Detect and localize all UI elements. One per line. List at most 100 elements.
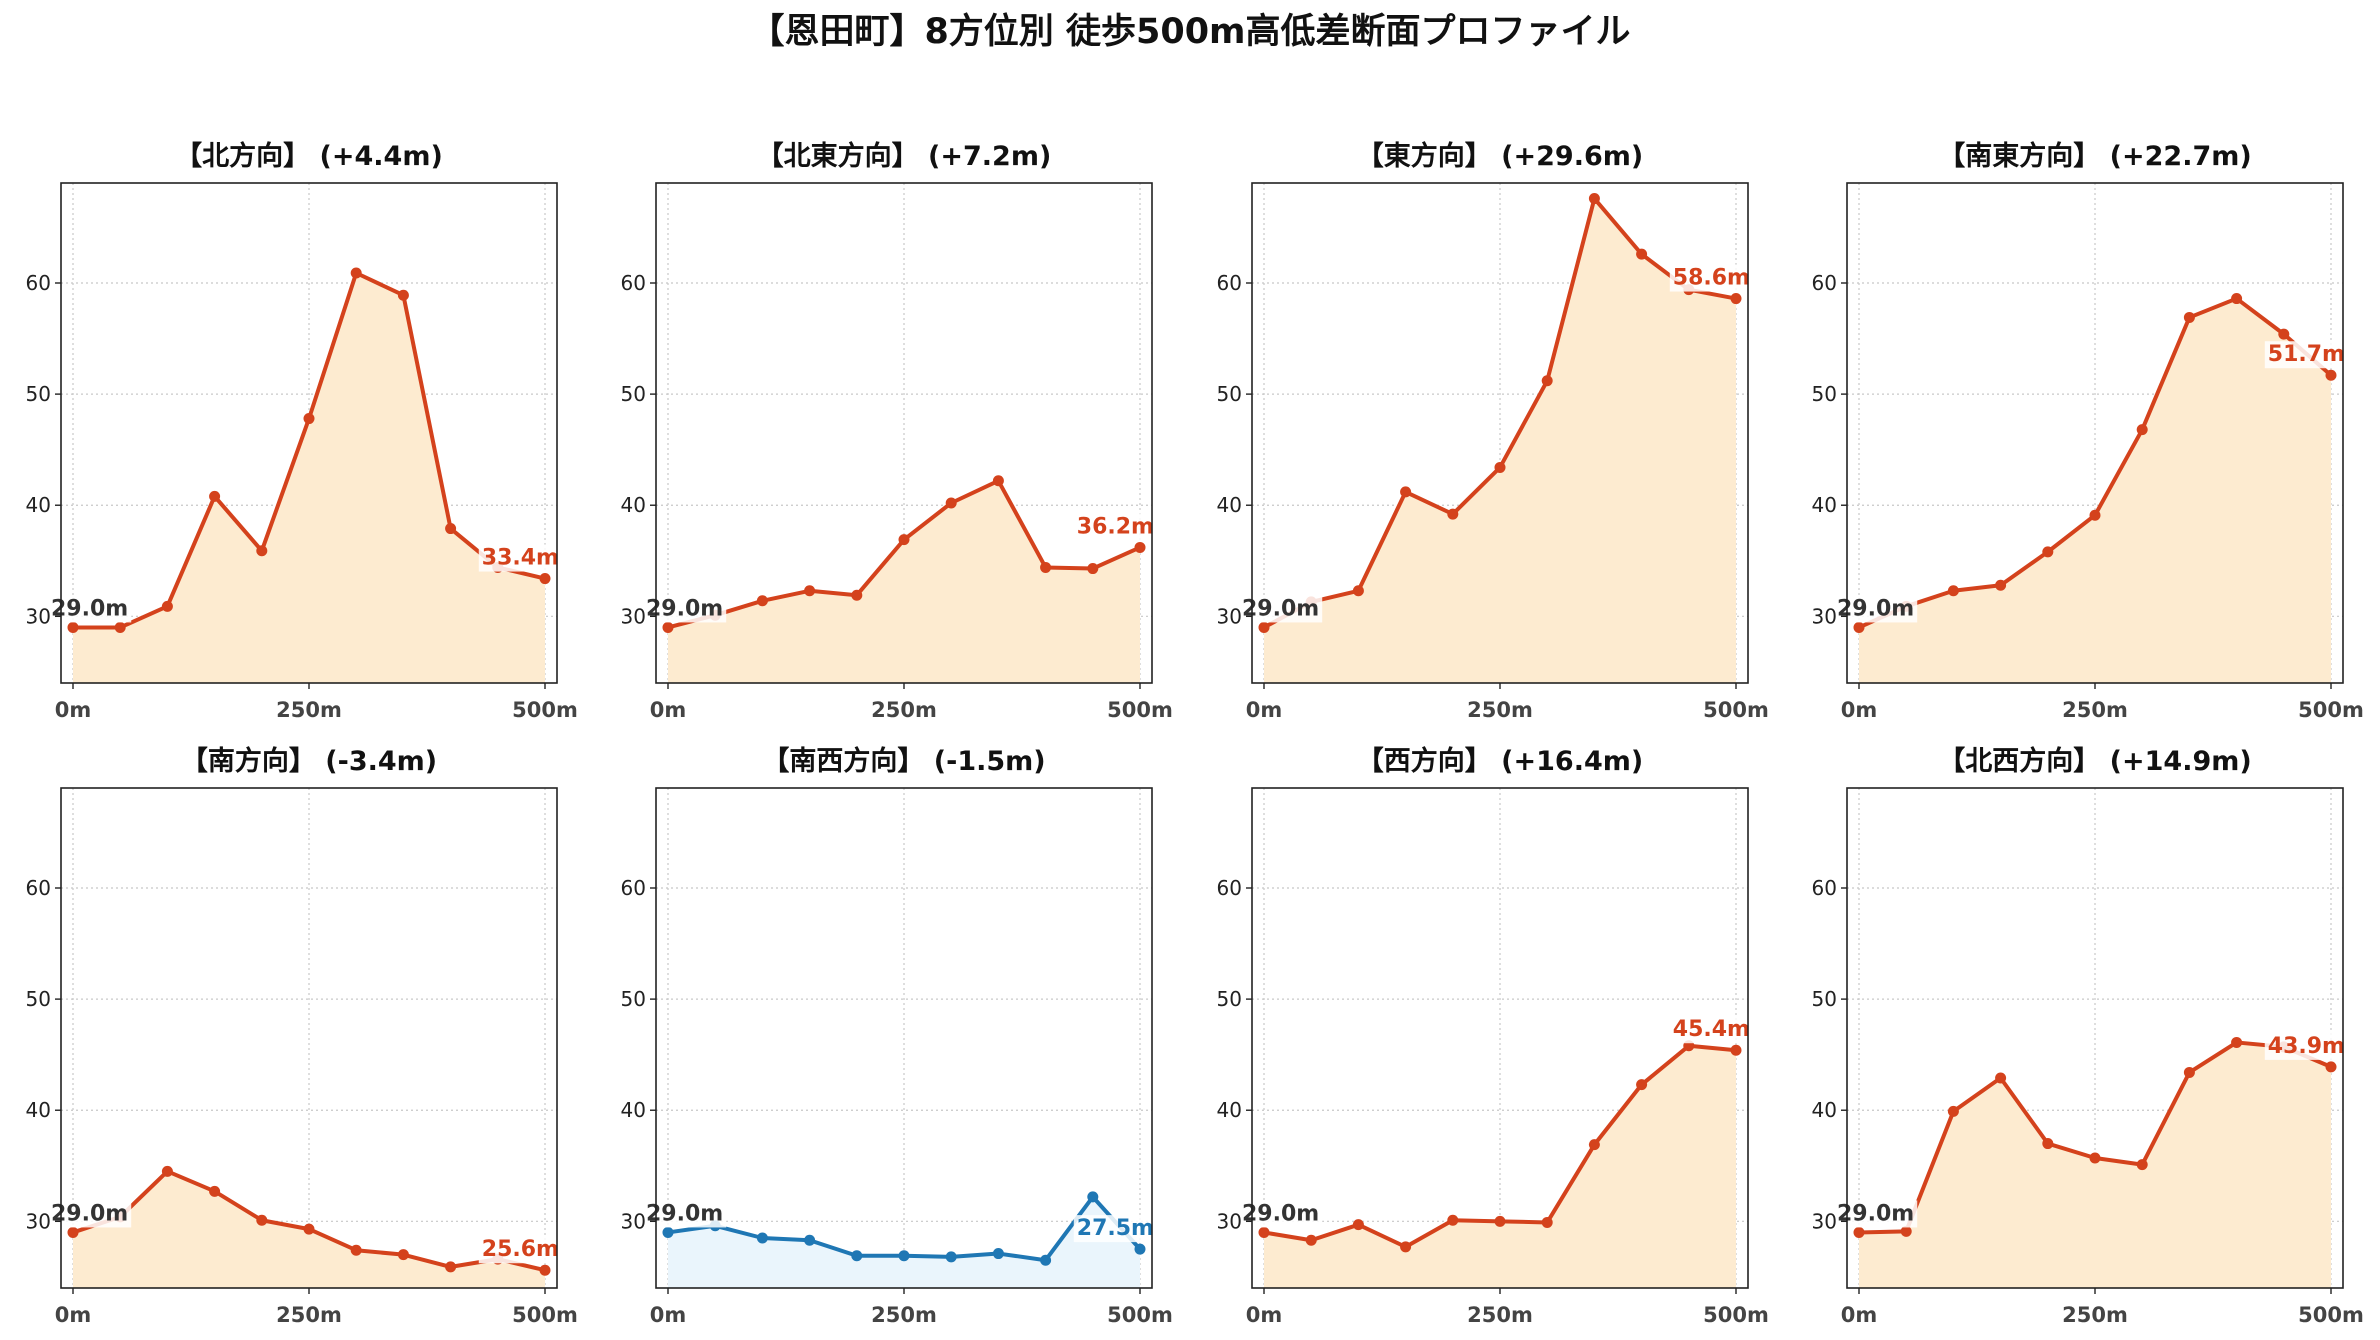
data-point (350, 1244, 362, 1256)
data-point (1636, 248, 1648, 260)
label-background (1834, 595, 1918, 623)
data-point (2042, 1138, 2054, 1150)
label-background (1239, 595, 1323, 623)
data-point (445, 523, 457, 535)
data-point (397, 289, 409, 301)
subplot-grid: 【北方向】 (+4.4m) 29.0m 33.4m 30 40 50 60 0m 250m 500… (26, 140, 2364, 1327)
x-tick-label: 500m (1107, 698, 1173, 722)
end-elevation-label: 45.4m (1673, 1017, 1750, 1042)
panel-1: 【北方向】 (+4.4m) 29.0m 33.4m 30 40 50 60 0m 250m 500… (26, 140, 578, 722)
x-tick-label: 500m (512, 1303, 578, 1327)
data-point (1853, 1226, 1865, 1238)
panel-8: 【北西方向】 (+14.9m) 29.0m 43.9m 30 40 50 60 0m 250m 5… (1812, 745, 2364, 1327)
panel-title: 【北方向】 (+4.4m) (175, 140, 443, 172)
end-elevation-label: 33.4m (482, 546, 559, 571)
data-point (1900, 1225, 1912, 1237)
label-background (1834, 1200, 1918, 1228)
data-point (2183, 311, 2195, 323)
x-tick-label: 500m (1107, 1303, 1173, 1327)
area-fill (1859, 298, 2331, 683)
x-tick-label: 250m (276, 698, 342, 722)
panel-title: 【東方向】 (+29.6m) (1357, 140, 1643, 172)
x-tick-label: 250m (276, 1303, 342, 1327)
y-tick-label: 60 (26, 271, 51, 295)
data-point (1730, 293, 1742, 305)
y-tick-label: 50 (1812, 987, 1837, 1011)
data-point (397, 1249, 409, 1261)
label-background (1669, 264, 1753, 292)
data-point (1134, 1243, 1146, 1255)
y-tick-label: 40 (1217, 1098, 1242, 1122)
data-point (1305, 1234, 1317, 1246)
data-point (161, 600, 173, 612)
y-tick-label: 50 (26, 987, 51, 1011)
x-tick-label: 250m (871, 1303, 937, 1327)
x-tick-label: 250m (1467, 1303, 1533, 1327)
start-elevation-label: 29.0m (646, 1201, 723, 1226)
panel-3: 【東方向】 (+29.6m) 29.0m 58.6m 30 40 50 60 0m 250m 50… (1217, 140, 1769, 722)
data-point (1494, 461, 1506, 473)
data-point (1087, 563, 1099, 575)
label-background (643, 595, 727, 623)
end-elevation-label: 51.7m (2268, 342, 2345, 367)
data-point (898, 534, 910, 546)
y-tick-label: 60 (1217, 876, 1242, 900)
data-point (303, 413, 315, 425)
end-elevation-label: 58.6m (1673, 266, 1750, 291)
data-point (992, 475, 1004, 487)
data-point (67, 621, 79, 633)
y-tick-label: 30 (1812, 604, 1837, 628)
panel-title: 【南西方向】 (-1.5m) (762, 745, 1045, 777)
data-point (2231, 293, 2243, 305)
start-elevation-label: 29.0m (646, 596, 723, 621)
y-tick-label: 40 (1217, 493, 1242, 517)
y-tick-label: 60 (26, 876, 51, 900)
label-background (643, 1200, 727, 1228)
panel-title: 【西方向】 (+16.4m) (1357, 745, 1643, 777)
data-point (256, 1214, 268, 1226)
data-point (1352, 585, 1364, 597)
end-elevation-label: 36.2m (1077, 514, 1154, 539)
end-elevation-label: 27.5m (1077, 1216, 1154, 1241)
y-tick-label: 40 (26, 1098, 51, 1122)
y-tick-label: 30 (621, 1209, 646, 1233)
data-point (1258, 621, 1270, 633)
start-elevation-label: 29.0m (1837, 596, 1914, 621)
end-elevation-label: 43.9m (2268, 1034, 2345, 1059)
data-point (2325, 369, 2337, 381)
y-tick-label: 40 (1812, 493, 1837, 517)
area-fill (668, 1196, 1140, 1288)
y-tick-label: 60 (621, 271, 646, 295)
y-tick-label: 40 (26, 493, 51, 517)
start-elevation-label: 29.0m (1242, 596, 1319, 621)
x-tick-label: 0m (55, 698, 92, 722)
area-fill (1264, 1045, 1736, 1288)
label-background (478, 544, 562, 572)
data-point (1541, 1216, 1553, 1228)
label-background (48, 595, 132, 623)
data-point (851, 1250, 863, 1262)
data-point (350, 267, 362, 279)
panel-title: 【南方向】 (-3.4m) (181, 745, 437, 777)
data-point (1400, 486, 1412, 498)
data-point (804, 585, 816, 597)
data-point (851, 589, 863, 601)
data-point (945, 1251, 957, 1263)
x-tick-label: 250m (1467, 698, 1533, 722)
label-background (2264, 341, 2348, 369)
area-fill (668, 480, 1140, 683)
data-point (1730, 1044, 1742, 1056)
y-tick-label: 50 (621, 987, 646, 1011)
label-background (478, 1236, 562, 1264)
y-tick-label: 30 (1812, 1209, 1837, 1233)
data-point (2089, 509, 2101, 521)
x-tick-label: 250m (2062, 1303, 2128, 1327)
x-tick-label: 250m (871, 698, 937, 722)
label-background (1669, 1016, 1753, 1044)
data-point (539, 573, 551, 585)
x-tick-label: 250m (2062, 698, 2128, 722)
data-point (756, 595, 768, 607)
data-point (1447, 1214, 1459, 1226)
y-tick-label: 50 (621, 382, 646, 406)
